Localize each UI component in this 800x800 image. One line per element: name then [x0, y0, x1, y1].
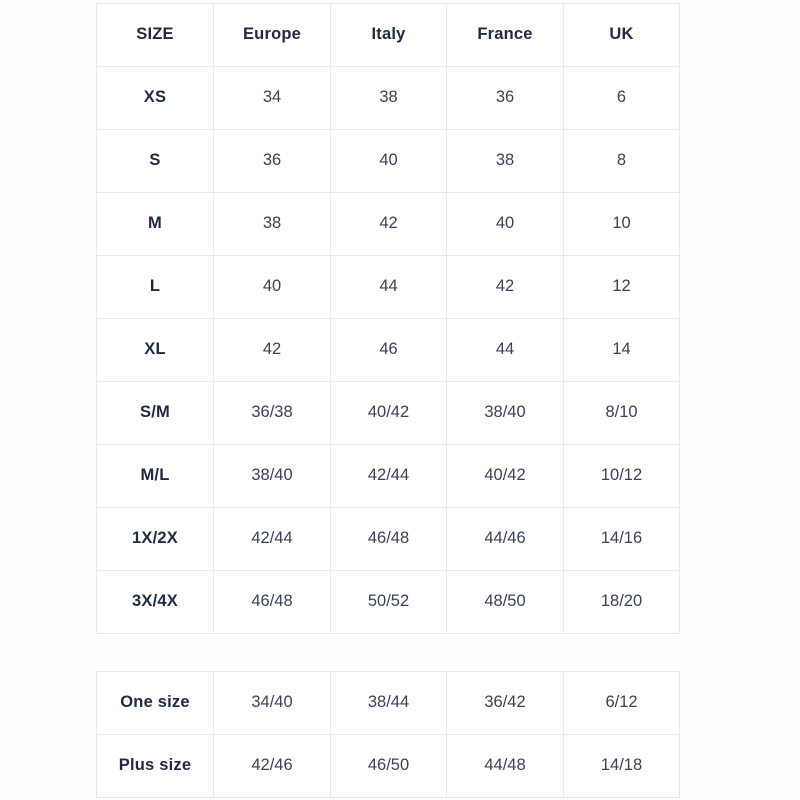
table-row: XS 34 38 36 6 [96, 66, 680, 130]
table-row: XL 42 46 44 14 [96, 318, 680, 382]
row-label: M [96, 192, 214, 256]
column-header-italy: Italy [330, 3, 447, 67]
cell-italy: 50/52 [330, 570, 447, 634]
row-label: S [96, 129, 214, 193]
cell-uk: 14 [563, 318, 680, 382]
cell-france: 40/42 [446, 444, 564, 508]
secondary-table-container: One size 34/40 38/44 36/42 6/12 Plus siz… [96, 671, 680, 798]
cell-france: 36 [446, 66, 564, 130]
cell-uk: 14/18 [563, 734, 680, 798]
cell-france: 44/48 [446, 734, 564, 798]
cell-italy: 38/44 [330, 671, 447, 735]
cell-europe: 36/38 [213, 381, 331, 445]
cell-italy: 40/42 [330, 381, 447, 445]
table-body: XS 34 38 36 6 S 36 40 38 8 M 38 42 40 10 [96, 66, 680, 634]
row-label: 1X/2X [96, 507, 214, 571]
table-row: L 40 44 42 12 [96, 255, 680, 319]
cell-italy: 44 [330, 255, 447, 319]
cell-uk: 6/12 [563, 671, 680, 735]
table-row: M 38 42 40 10 [96, 192, 680, 256]
cell-uk: 14/16 [563, 507, 680, 571]
cell-uk: 18/20 [563, 570, 680, 634]
size-chart: SIZE Europe Italy France UK XS 34 38 36 … [96, 3, 680, 798]
cell-europe: 40 [213, 255, 331, 319]
cell-italy: 42 [330, 192, 447, 256]
cell-europe: 46/48 [213, 570, 331, 634]
cell-europe: 34/40 [213, 671, 331, 735]
cell-france: 38 [446, 129, 564, 193]
cell-europe: 38/40 [213, 444, 331, 508]
row-label: XS [96, 66, 214, 130]
cell-uk: 10/12 [563, 444, 680, 508]
row-label: 3X/4X [96, 570, 214, 634]
table-row: M/L 38/40 42/44 40/42 10/12 [96, 444, 680, 508]
cell-europe: 42/46 [213, 734, 331, 798]
cell-europe: 38 [213, 192, 331, 256]
row-label: S/M [96, 381, 214, 445]
table-header: SIZE Europe Italy France UK [96, 3, 680, 67]
cell-france: 42 [446, 255, 564, 319]
cell-italy: 38 [330, 66, 447, 130]
cell-france: 40 [446, 192, 564, 256]
table-row: S/M 36/38 40/42 38/40 8/10 [96, 381, 680, 445]
row-label: Plus size [96, 734, 214, 798]
table-row: 1X/2X 42/44 46/48 44/46 14/16 [96, 507, 680, 571]
table-body: One size 34/40 38/44 36/42 6/12 Plus siz… [96, 671, 680, 798]
cell-italy: 46 [330, 318, 447, 382]
cell-italy: 46/48 [330, 507, 447, 571]
row-label: XL [96, 318, 214, 382]
cell-uk: 8/10 [563, 381, 680, 445]
cell-france: 44/46 [446, 507, 564, 571]
cell-uk: 12 [563, 255, 680, 319]
cell-uk: 6 [563, 66, 680, 130]
column-header-france: France [446, 3, 564, 67]
size-conversion-table: SIZE Europe Italy France UK XS 34 38 36 … [96, 3, 680, 634]
row-label: One size [96, 671, 214, 735]
cell-italy: 46/50 [330, 734, 447, 798]
cell-france: 36/42 [446, 671, 564, 735]
column-header-europe: Europe [213, 3, 331, 67]
cell-europe: 42/44 [213, 507, 331, 571]
cell-europe: 34 [213, 66, 331, 130]
row-label: M/L [96, 444, 214, 508]
table-row: One size 34/40 38/44 36/42 6/12 [96, 671, 680, 735]
column-header-uk: UK [563, 3, 680, 67]
cell-italy: 40 [330, 129, 447, 193]
table-header-row: SIZE Europe Italy France UK [96, 3, 680, 67]
cell-france: 38/40 [446, 381, 564, 445]
cell-europe: 42 [213, 318, 331, 382]
table-row: Plus size 42/46 46/50 44/48 14/18 [96, 734, 680, 798]
one-size-conversion-table: One size 34/40 38/44 36/42 6/12 Plus siz… [96, 671, 680, 798]
row-label: L [96, 255, 214, 319]
cell-uk: 8 [563, 129, 680, 193]
cell-italy: 42/44 [330, 444, 447, 508]
table-row: 3X/4X 46/48 50/52 48/50 18/20 [96, 570, 680, 634]
column-header-size: SIZE [96, 3, 214, 67]
cell-france: 48/50 [446, 570, 564, 634]
cell-uk: 10 [563, 192, 680, 256]
cell-france: 44 [446, 318, 564, 382]
table-row: S 36 40 38 8 [96, 129, 680, 193]
cell-europe: 36 [213, 129, 331, 193]
